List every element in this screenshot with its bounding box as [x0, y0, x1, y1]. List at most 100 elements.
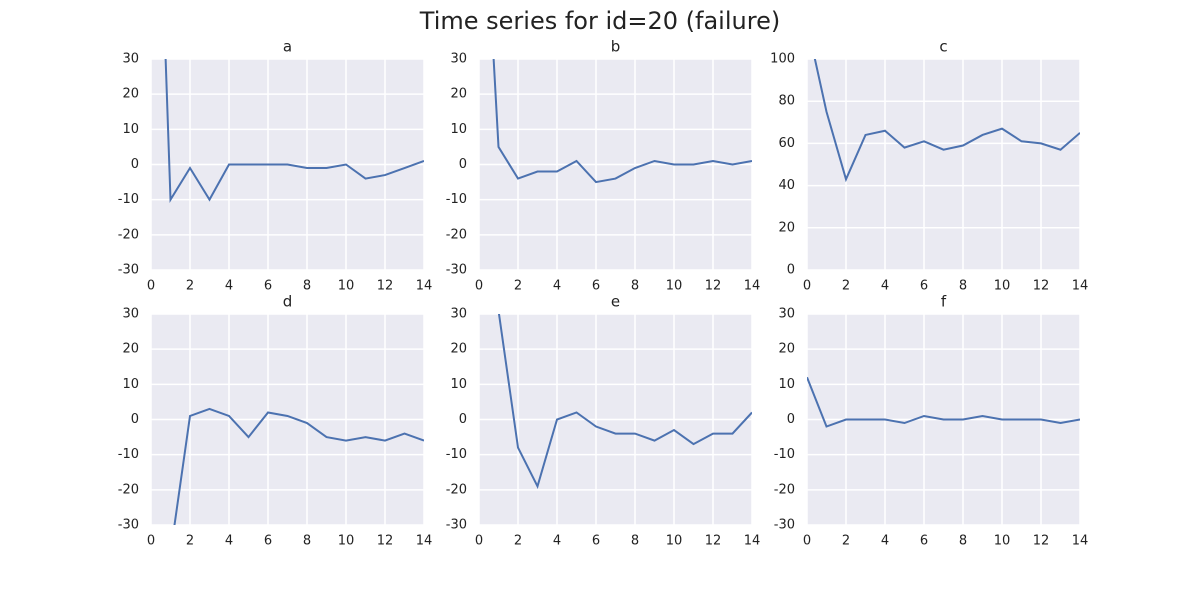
data-line — [173, 407, 424, 525]
x-tick-label: 2 — [186, 534, 194, 549]
y-tick-label: 40 — [778, 178, 795, 193]
y-tick-label: 0 — [787, 263, 795, 278]
y-tick-label: 30 — [778, 307, 795, 322]
x-tick-label: 10 — [994, 534, 1011, 549]
subplot-title: d — [283, 293, 293, 311]
x-tick-label: 6 — [920, 279, 928, 294]
y-tick-label: 0 — [131, 412, 139, 427]
subplot: a 0 2 4 6 8 10 12 14 -30 -20 -10 0 10 20 30 — [118, 38, 433, 294]
y-tick-label: 20 — [778, 220, 795, 235]
x-tick-label: 8 — [959, 534, 967, 549]
x-tick-label: 10 — [994, 279, 1011, 294]
x-tick-label: 4 — [553, 534, 561, 549]
y-tick-label: -10 — [118, 192, 139, 207]
y-tick-label: 20 — [778, 342, 795, 357]
data-line — [492, 59, 752, 184]
x-tick-label: 4 — [881, 279, 889, 294]
subplot: c 0 2 4 6 8 10 12 14 0 20 40 60 80 100 — [770, 38, 1089, 294]
y-tick-label: -30 — [446, 518, 467, 533]
data-line — [497, 314, 752, 490]
x-tick-label: 10 — [338, 279, 355, 294]
x-tick-label: 4 — [553, 279, 561, 294]
x-tick-label: 14 — [416, 279, 433, 294]
x-tick-label: 14 — [744, 279, 761, 294]
x-tick-label: 2 — [842, 534, 850, 549]
y-tick-label: 30 — [122, 307, 139, 322]
subplot-title: f — [941, 293, 947, 311]
subplot-title: c — [939, 38, 947, 56]
y-tick-label: 10 — [122, 122, 139, 137]
y-tick-label: -30 — [446, 263, 467, 278]
x-tick-label: 6 — [592, 534, 600, 549]
data-line — [813, 59, 1080, 183]
x-tick-label: 0 — [475, 534, 483, 549]
y-tick-label: 80 — [778, 94, 795, 109]
subplot: e 0 2 4 6 8 10 12 14 -30 -20 -10 0 10 20 30 — [446, 293, 761, 549]
x-tick-label: 8 — [959, 279, 967, 294]
y-tick-label: 20 — [450, 342, 467, 357]
subplot: f 0 2 4 6 8 10 12 14 -30 -20 -10 0 10 20 30 — [774, 293, 1089, 549]
y-tick-label: 30 — [122, 52, 139, 67]
y-tick-label: 20 — [450, 87, 467, 102]
y-tick-label: -10 — [118, 447, 139, 462]
x-tick-label: 8 — [631, 534, 639, 549]
data-line — [164, 59, 424, 204]
x-tick-label: 8 — [631, 279, 639, 294]
subplot-title: b — [611, 38, 621, 56]
x-tick-label: 10 — [666, 534, 683, 549]
x-tick-label: 14 — [744, 534, 761, 549]
x-tick-label: 8 — [303, 279, 311, 294]
x-tick-label: 4 — [225, 534, 233, 549]
x-tick-label: 12 — [377, 279, 394, 294]
subplot-title: e — [611, 293, 620, 311]
x-tick-label: 0 — [475, 279, 483, 294]
x-tick-label: 6 — [592, 279, 600, 294]
y-tick-label: -10 — [446, 447, 467, 462]
y-tick-label: -10 — [774, 447, 795, 462]
x-tick-label: 2 — [514, 279, 522, 294]
x-tick-label: 12 — [1033, 534, 1050, 549]
x-tick-label: 2 — [514, 534, 522, 549]
x-tick-label: 0 — [147, 279, 155, 294]
x-tick-label: 14 — [1072, 279, 1089, 294]
y-tick-label: -20 — [118, 482, 139, 497]
y-tick-label: 60 — [778, 136, 795, 151]
x-tick-label: 6 — [264, 534, 272, 549]
y-tick-label: 10 — [122, 377, 139, 392]
y-tick-label: -30 — [118, 518, 139, 533]
x-tick-label: 12 — [1033, 279, 1050, 294]
y-tick-label: 20 — [122, 342, 139, 357]
y-tick-label: 10 — [778, 377, 795, 392]
y-tick-label: 10 — [450, 122, 467, 137]
x-tick-label: 0 — [803, 279, 811, 294]
y-tick-label: 10 — [450, 377, 467, 392]
y-tick-label: 20 — [122, 87, 139, 102]
y-tick-label: 30 — [450, 52, 467, 67]
y-tick-label: -10 — [446, 192, 467, 207]
x-tick-label: 10 — [666, 279, 683, 294]
plot-background — [807, 59, 1080, 270]
x-tick-label: 2 — [186, 279, 194, 294]
subplot: d 0 2 4 6 8 10 12 14 -30 -20 -10 0 10 20 30 — [118, 293, 433, 549]
y-tick-label: 0 — [459, 157, 467, 172]
y-tick-label: -20 — [774, 482, 795, 497]
x-tick-label: 12 — [705, 279, 722, 294]
x-tick-label: 14 — [416, 534, 433, 549]
y-tick-label: 30 — [450, 307, 467, 322]
x-tick-label: 6 — [264, 279, 272, 294]
x-tick-label: 6 — [920, 534, 928, 549]
x-tick-label: 4 — [225, 279, 233, 294]
y-tick-label: -20 — [446, 482, 467, 497]
x-tick-label: 8 — [303, 534, 311, 549]
y-tick-label: 100 — [770, 52, 795, 67]
x-tick-label: 12 — [377, 534, 394, 549]
subplot: b 0 2 4 6 8 10 12 14 -30 -20 -10 0 10 20 30 — [446, 38, 761, 294]
x-tick-label: 4 — [881, 534, 889, 549]
y-tick-label: -20 — [118, 227, 139, 242]
x-tick-label: 14 — [1072, 534, 1089, 549]
y-tick-label: -30 — [774, 518, 795, 533]
y-tick-label: 0 — [131, 157, 139, 172]
x-tick-label: 10 — [338, 534, 355, 549]
